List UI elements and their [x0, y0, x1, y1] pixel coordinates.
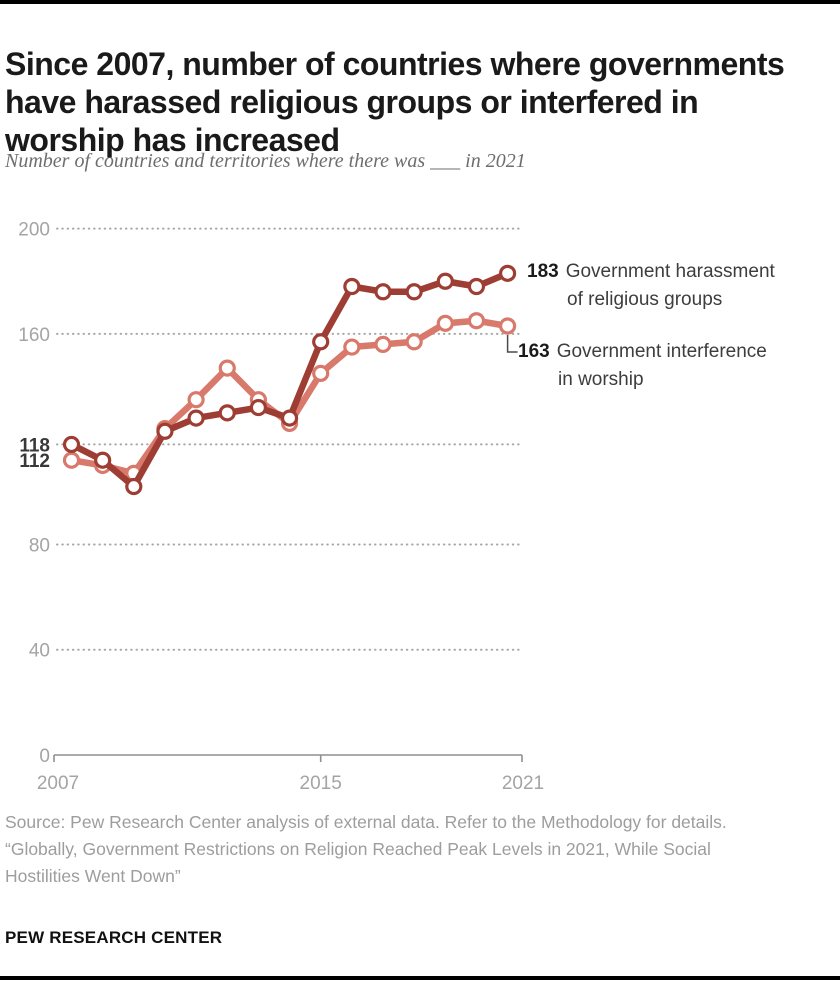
data-point: [499, 264, 517, 282]
source-note: Source: Pew Research Center analysis of …: [5, 809, 777, 890]
data-point: [467, 277, 486, 296]
data-point: [94, 451, 112, 469]
interference-label-line1: Government interference: [556, 341, 767, 362]
data-point: [218, 404, 236, 422]
start-value-label: 118: [19, 435, 50, 456]
data-point: [187, 391, 205, 409]
data-point: [467, 312, 486, 330]
data-point: [312, 364, 330, 382]
data-point: [62, 435, 81, 454]
data-point: [343, 338, 361, 356]
data-point: [249, 398, 267, 417]
legend-interference: 163 Government interference in worship: [518, 338, 767, 394]
pew-branding: PEW RESEARCH CENTER: [5, 928, 223, 947]
page-title: Since 2007, number of countries where go…: [5, 45, 837, 159]
data-point: [499, 317, 517, 335]
interference-end-value: 163: [518, 341, 550, 362]
data-point: [436, 272, 454, 290]
data-point: [374, 283, 392, 301]
data-point: [62, 451, 81, 469]
legend-interference-row1: 163 Government interference: [518, 338, 767, 366]
data-point: [374, 335, 392, 354]
data-point: [312, 333, 330, 351]
title-line-2: have harassed religious groups or interf…: [5, 84, 699, 121]
y-tick-label: 160: [18, 325, 50, 346]
source-line: Source: Pew Research Center analysis of …: [5, 812, 727, 832]
x-tick-label: 2007: [37, 773, 79, 794]
harassment-label-line1: Government harassment: [565, 261, 775, 282]
data-point: [218, 359, 236, 377]
bottom-border: [0, 976, 840, 980]
data-point: [187, 409, 205, 427]
y-tick-label: 200: [18, 220, 50, 241]
data-point: [436, 314, 454, 332]
start-value-label: 112: [19, 451, 50, 472]
data-point: [125, 477, 143, 496]
title-line-1: Since 2007, number of countries where go…: [5, 46, 785, 83]
data-point: [405, 283, 423, 301]
y-tick-label: 80: [29, 535, 50, 556]
data-point: [280, 409, 299, 427]
legend-harassment: 183 Government harassment of religious gr…: [527, 258, 775, 314]
y-tick-label: 0: [39, 746, 50, 767]
chart-subtitle: Number of countries and territories wher…: [5, 150, 526, 172]
harassment-end-value: 183: [527, 261, 559, 282]
series-line-0: [68, 270, 511, 490]
legend-harassment-row1: 183 Government harassment: [527, 258, 775, 286]
interference-label-line2: in worship: [558, 369, 644, 390]
data-point: [343, 277, 361, 296]
legend-connector: [506, 334, 518, 353]
report-title-line: “Globally, Government Restrictions on Re…: [5, 839, 711, 886]
harassment-label-line2: of religious groups: [567, 289, 723, 310]
y-tick-label: 40: [29, 641, 50, 662]
top-border: [0, 0, 840, 4]
title-line-3: worship has increased: [5, 122, 340, 159]
data-point: [156, 422, 174, 440]
x-tick-label: 2021: [502, 773, 544, 794]
series-line-1: [68, 317, 511, 477]
data-point: [405, 333, 423, 351]
x-tick-label: 2015: [300, 773, 342, 794]
